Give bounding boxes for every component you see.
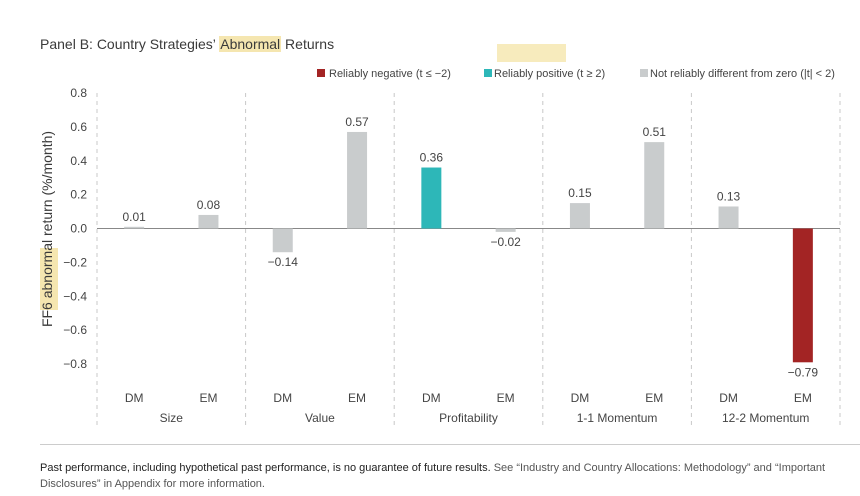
x-category-label: DM <box>719 391 738 405</box>
x-category-label: DM <box>125 391 144 405</box>
y-tick-label: 0.4 <box>70 154 87 168</box>
bar-value-em <box>347 131 368 229</box>
bar-size-em <box>198 214 219 229</box>
x-category-label: DM <box>571 391 590 405</box>
bar-size-dm <box>124 226 145 229</box>
bar-value-label: 0.36 <box>420 151 444 165</box>
y-tick-label: 0.6 <box>70 120 87 134</box>
y-axis-title-highlight: abnormal <box>39 240 55 298</box>
legend-swatch <box>317 69 325 77</box>
x-category-label: DM <box>422 391 441 405</box>
highlight-box <box>497 44 566 62</box>
y-axis-highlight-box <box>40 248 58 310</box>
panel-title-pre: Panel B: Country Strategies’ <box>40 36 220 52</box>
panel-title: Panel B: Country Strategies’ Abnormal Re… <box>40 36 334 52</box>
y-tick-label: 0.2 <box>70 188 87 202</box>
x-group-label: Profitability <box>439 411 498 425</box>
x-category-label: EM <box>645 391 663 405</box>
x-category-label: EM <box>199 391 217 405</box>
bar-value-label: 0.57 <box>345 115 369 129</box>
x-category-label: EM <box>348 391 366 405</box>
bar-value-label: 0.13 <box>717 189 741 203</box>
legend-label: Reliably negative (t ≤ −2) <box>329 68 451 80</box>
legend-label: Not reliably different from zero (|t| < … <box>650 68 835 80</box>
bar-12-2-momentum-dm <box>718 206 739 229</box>
bar-value-dm <box>272 228 293 253</box>
bar-value-label: −0.02 <box>490 235 521 249</box>
legend-swatch <box>640 69 648 77</box>
legend-label: Reliably positive (t ≥ 2) <box>494 68 605 80</box>
bar-value-label: 0.01 <box>122 210 146 224</box>
bar-12-2-momentum-em <box>792 228 813 363</box>
abnormal-returns-chart: 0.8 0.6 0.4 0.2 0.0 −0.2 −0.4 −0.6 −0.8 FF6 abnor… <box>39 68 841 425</box>
x-group-label: 1-1 Momentum <box>577 411 658 425</box>
y-tick-label: 0.8 <box>70 86 87 100</box>
x-category-label: EM <box>794 391 812 405</box>
legend-swatch <box>484 69 492 77</box>
y-tick-label: −0.8 <box>63 357 87 371</box>
y-tick-label: −0.4 <box>63 289 87 303</box>
footnote-bold: Past performance, including hypothetical… <box>40 462 491 474</box>
y-tick-label: −0.6 <box>63 323 87 337</box>
bar-profitability-em <box>495 228 516 232</box>
x-category-label: EM <box>497 391 515 405</box>
panel-title-post: Returns <box>281 36 335 52</box>
footnote: Past performance, including hypothetical… <box>40 460 840 492</box>
bar-value-label: 0.51 <box>643 125 667 139</box>
bar-value-label: −0.14 <box>268 255 299 269</box>
panel-title-highlight: Abnormal <box>219 36 282 52</box>
x-group-label: 12-2 Momentum <box>722 411 809 425</box>
x-group-label: Value <box>305 411 335 425</box>
bar-value-label: 0.15 <box>568 186 592 200</box>
bar-value-label: −0.79 <box>788 365 819 379</box>
bar-1-1-momentum-em <box>644 142 665 229</box>
bar-1-1-momentum-dm <box>569 203 590 229</box>
y-tick-label: −0.2 <box>63 255 87 269</box>
bar-value-label: 0.08 <box>197 198 221 212</box>
bar-profitability-dm <box>421 167 442 229</box>
x-category-label: DM <box>273 391 292 405</box>
y-tick-label: 0.0 <box>70 222 87 236</box>
y-axis-title: FF6 abnormal return (%/month) <box>39 131 55 327</box>
footnote-divider <box>40 444 860 445</box>
footnote-rest: See “Industry and Country Allocations: M… <box>40 462 826 490</box>
x-group-label: Size <box>160 411 184 425</box>
